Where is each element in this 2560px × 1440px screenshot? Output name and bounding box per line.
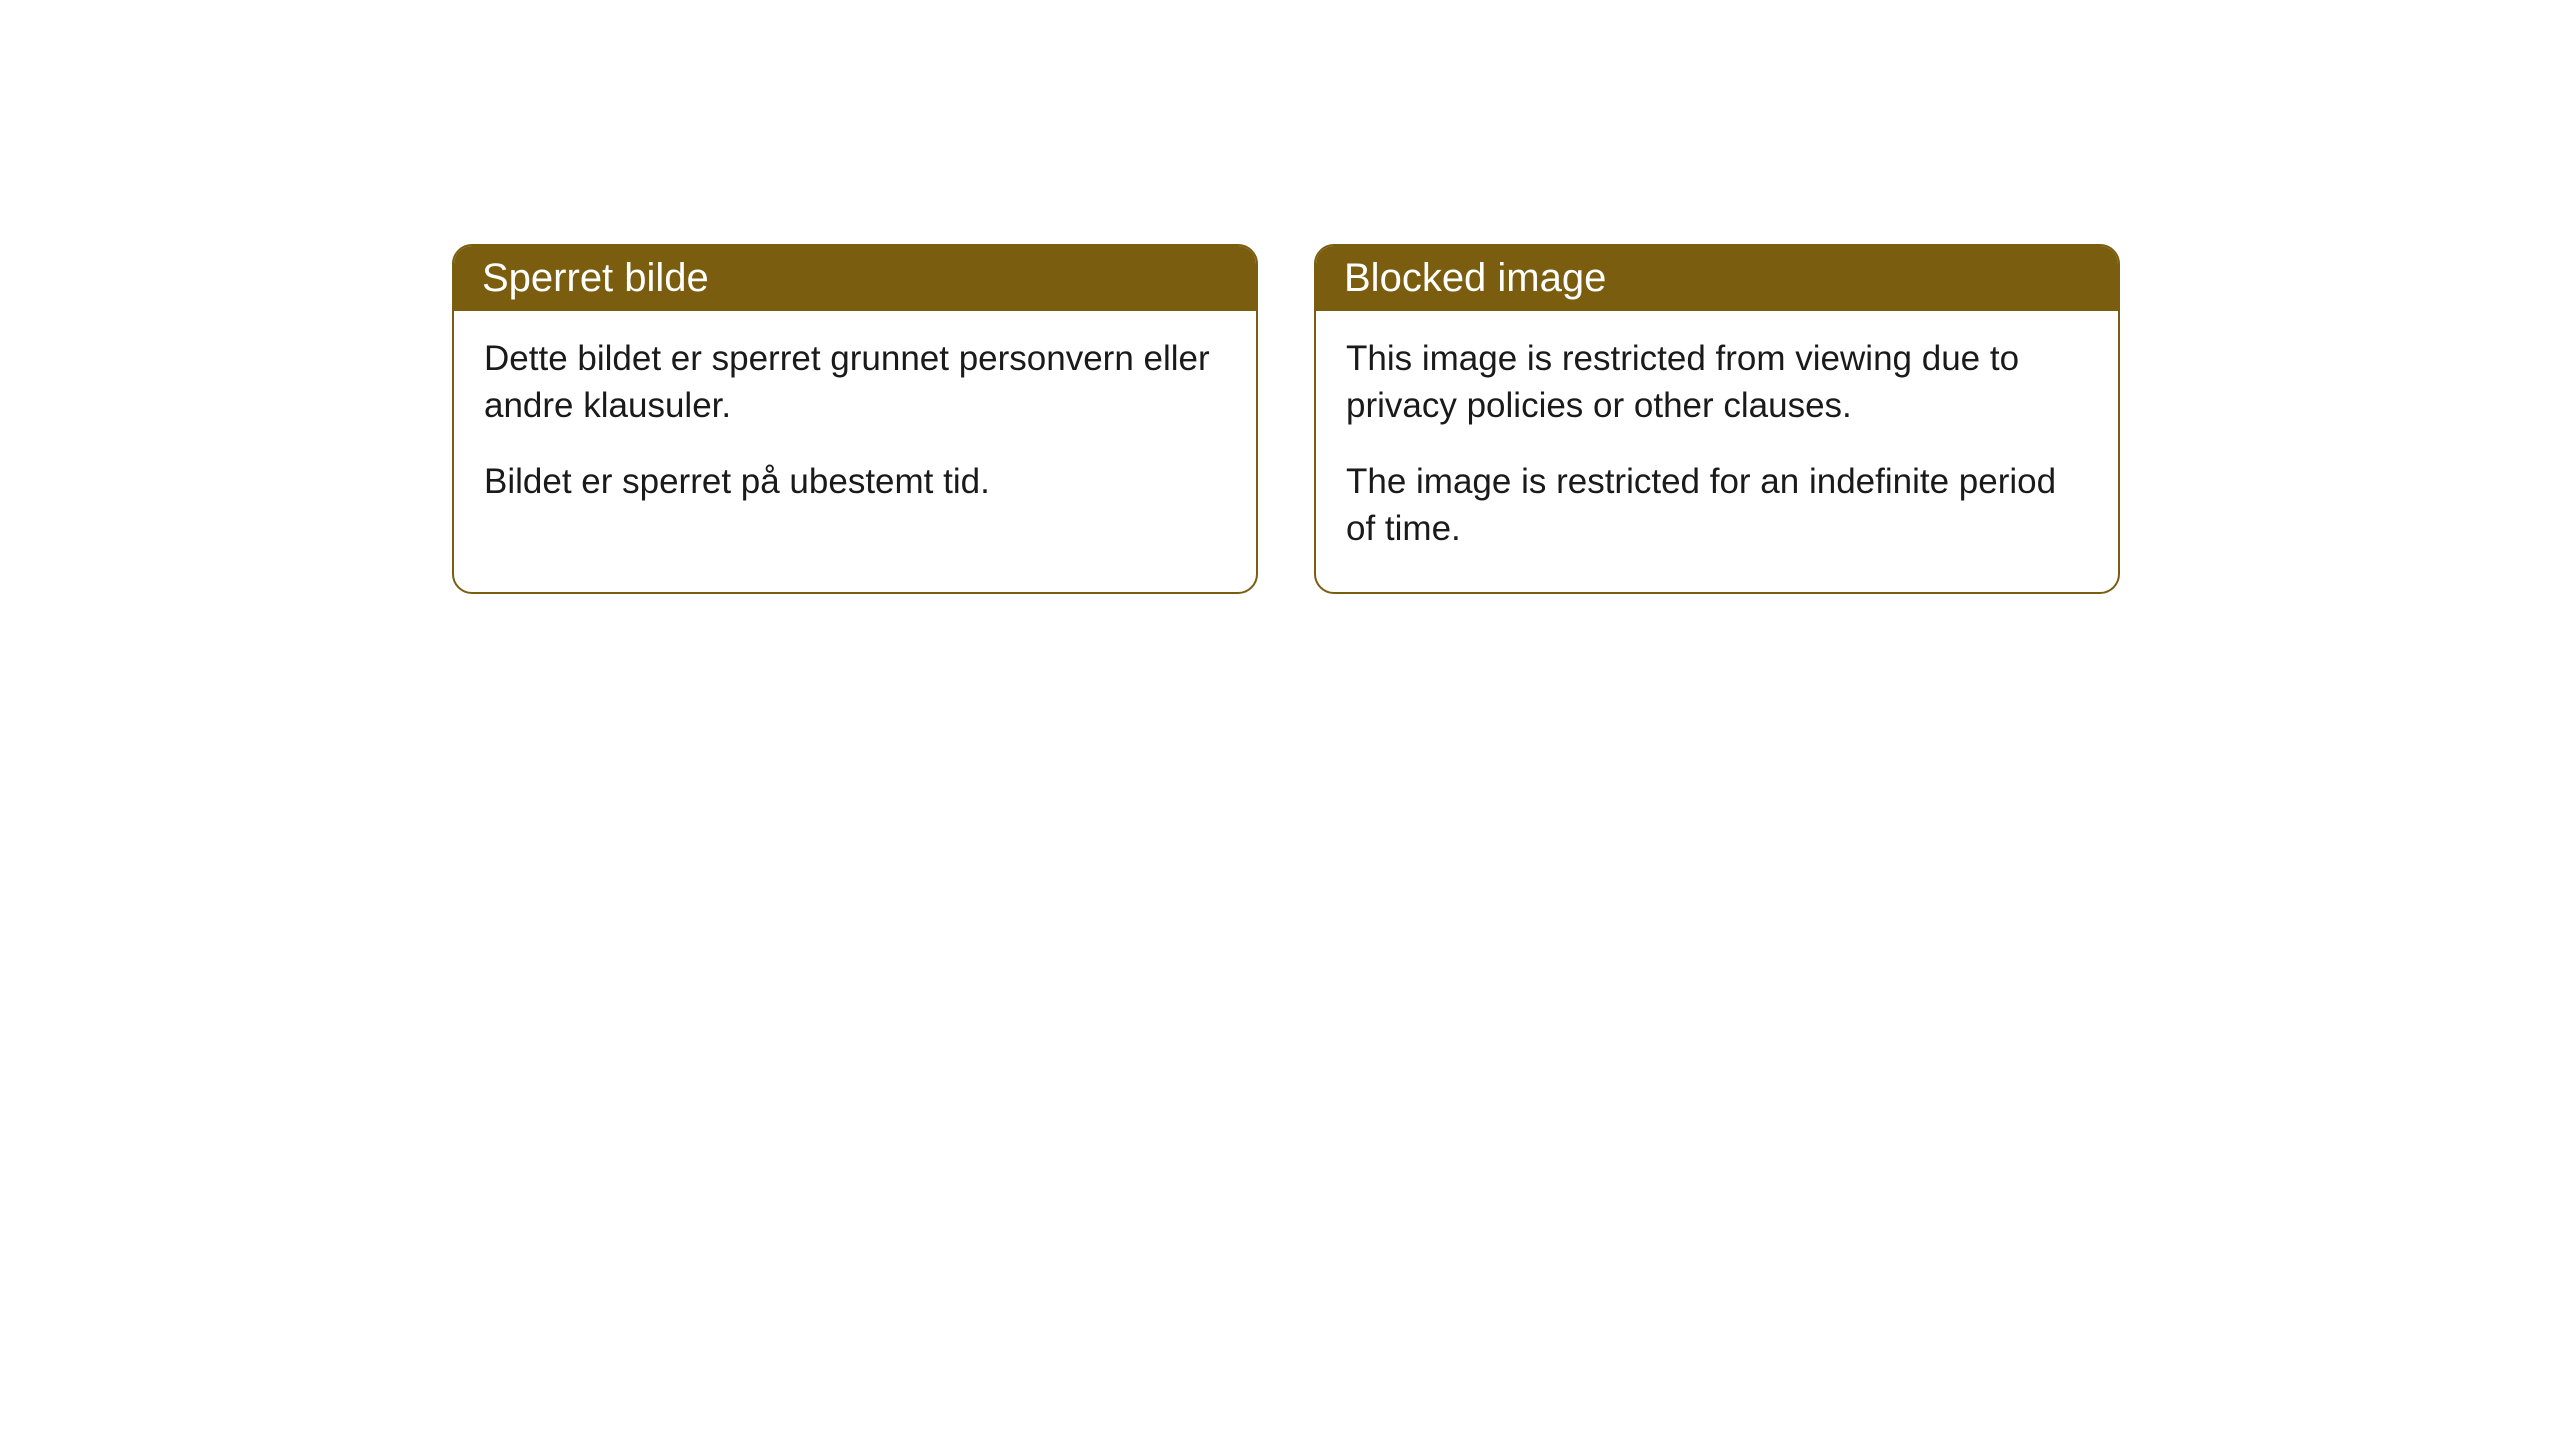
card-norwegian: Sperret bilde Dette bildet er sperret gr… [452,244,1258,594]
card-paragraph: The image is restricted for an indefinit… [1346,458,2088,553]
card-paragraph: Bildet er sperret på ubestemt tid. [484,458,1226,505]
card-paragraph: This image is restricted from viewing du… [1346,335,2088,430]
card-body-english: This image is restricted from viewing du… [1316,311,2118,592]
card-header-english: Blocked image [1316,246,2118,311]
card-paragraph: Dette bildet er sperret grunnet personve… [484,335,1226,430]
card-body-norwegian: Dette bildet er sperret grunnet personve… [454,311,1256,545]
card-header-norwegian: Sperret bilde [454,246,1256,311]
card-english: Blocked image This image is restricted f… [1314,244,2120,594]
card-container: Sperret bilde Dette bildet er sperret gr… [0,0,2560,594]
